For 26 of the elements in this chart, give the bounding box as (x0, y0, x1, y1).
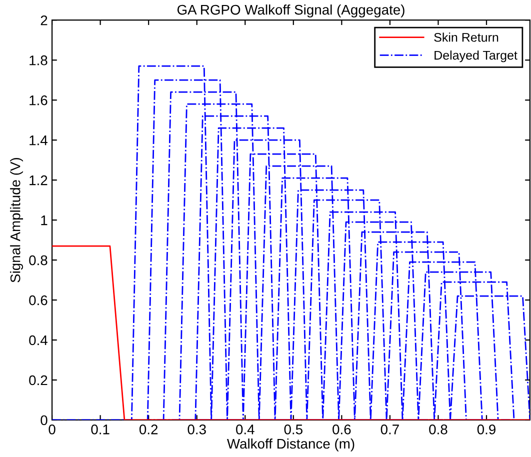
legend-label: Delayed Target (434, 50, 518, 62)
x-axis-title: Walkoff Distance (m) (226, 438, 354, 452)
y-tick-label: 2 (40, 15, 48, 26)
x-tick-label: 0 (48, 424, 56, 434)
y-tick-label: 1.2 (30, 175, 48, 186)
x-tick-label: 0.9 (477, 424, 496, 434)
y-axis-title: Signal Amplitude (V) (10, 158, 24, 282)
x-tick-label: 0.3 (188, 424, 206, 434)
x-tick-label: 0.5 (284, 424, 302, 434)
x-tick-label: 0.1 (91, 424, 110, 434)
chart-title: GA RGPO Walkoff Signal (Aggegate) (177, 4, 404, 18)
legend-label: Skin Return (434, 32, 498, 42)
y-tick-label: 1 (41, 216, 48, 226)
x-tick-label: 0.2 (139, 424, 158, 434)
y-tick-label: 1.4 (30, 136, 48, 146)
x-tick-label: 0.4 (236, 424, 254, 434)
y-tick-label: 0.2 (29, 375, 48, 386)
y-tick-label: 0.6 (29, 295, 48, 306)
y-tick-label: 0 (40, 415, 48, 426)
x-tick-label: 0.8 (429, 424, 448, 434)
x-tick-label: 0.6 (332, 424, 351, 434)
x-tick-label: 0.7 (380, 424, 399, 434)
y-tick-label: 1.6 (30, 95, 48, 106)
y-tick-label: 0.4 (29, 335, 48, 346)
y-tick-label: 0.8 (29, 255, 48, 266)
y-tick-label: 1.8 (30, 55, 48, 66)
